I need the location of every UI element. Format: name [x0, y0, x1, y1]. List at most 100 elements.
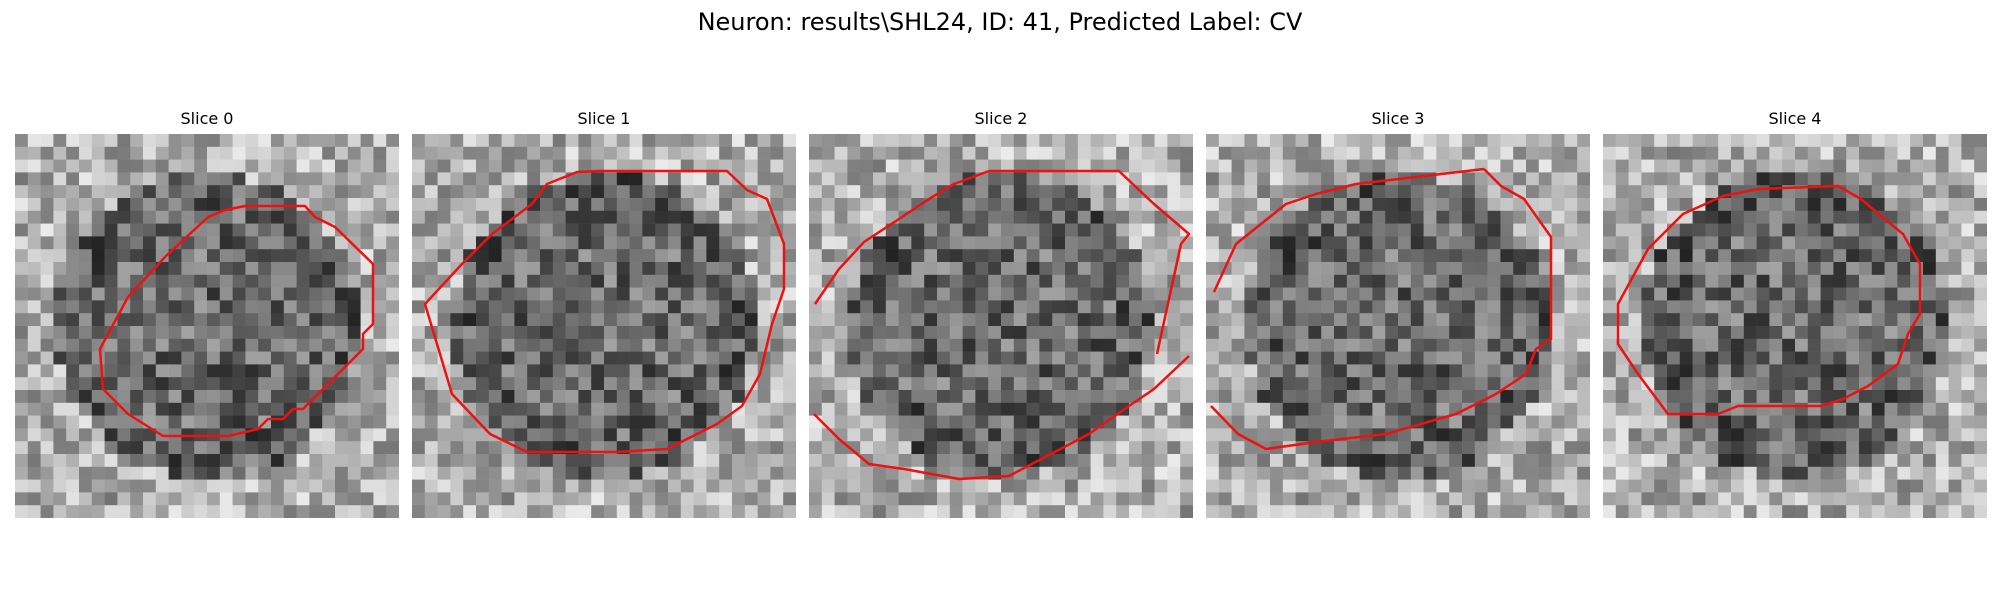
pixel: [1206, 185, 1220, 199]
slice-image-0: [15, 134, 399, 518]
pixel: [642, 492, 656, 506]
pixel: [1206, 159, 1220, 173]
pixel: [988, 274, 1002, 288]
pixel: [1154, 415, 1168, 429]
pixel: [1474, 428, 1488, 442]
pixel: [181, 210, 195, 224]
pixel: [1641, 185, 1655, 199]
pixel: [463, 172, 477, 186]
pixel: [347, 479, 361, 493]
pixel: [1769, 134, 1783, 148]
pixel: [1231, 172, 1245, 186]
pixel: [1423, 159, 1437, 173]
pixel: [1564, 313, 1578, 327]
pixel: [219, 454, 233, 468]
pixel: [232, 377, 246, 391]
pixel: [1769, 274, 1783, 288]
pixel: [873, 428, 887, 442]
pixel: [680, 210, 694, 224]
pixel: [1001, 172, 1015, 186]
pixel: [283, 377, 297, 391]
pixel: [1257, 338, 1271, 352]
pixel: [1346, 274, 1360, 288]
pixel: [207, 172, 221, 186]
pixel: [1141, 185, 1155, 199]
pixel: [1052, 454, 1066, 468]
pixel: [53, 402, 67, 416]
pixel: [1910, 146, 1924, 160]
pixel: [911, 364, 925, 378]
pixel: [898, 351, 912, 365]
pixel: [40, 364, 54, 378]
pixel: [1474, 274, 1488, 288]
pixel: [66, 223, 80, 237]
pixel: [706, 492, 720, 506]
pixel: [1807, 146, 1821, 160]
pixel: [1577, 415, 1590, 429]
pixel: [821, 338, 835, 352]
pixel: [885, 326, 899, 340]
pixel: [1807, 249, 1821, 263]
pixel: [1385, 210, 1399, 224]
pixel: [1449, 172, 1463, 186]
pixel: [309, 351, 323, 365]
pixel: [1257, 287, 1271, 301]
pixel: [1935, 479, 1949, 493]
pixel: [501, 262, 515, 276]
pixel: [719, 249, 733, 263]
pixel: [1423, 338, 1437, 352]
pixel: [501, 159, 515, 173]
pixel: [1398, 300, 1412, 314]
pixel: [347, 198, 361, 212]
pixel: [258, 146, 272, 160]
pixel: [1743, 172, 1757, 186]
pixel: [1449, 210, 1463, 224]
pixel: [1385, 390, 1399, 404]
pixel: [130, 159, 144, 173]
pixel: [1859, 313, 1873, 327]
pixel: [1807, 274, 1821, 288]
pixel: [949, 326, 963, 340]
pixel: [1500, 172, 1514, 186]
pixel: [117, 377, 131, 391]
pixel: [629, 428, 643, 442]
pixel: [296, 338, 310, 352]
pixel: [1526, 415, 1540, 429]
pixel: [1129, 338, 1143, 352]
pixel: [53, 505, 67, 518]
pixel: [296, 287, 310, 301]
pixel: [565, 479, 579, 493]
pixel: [412, 441, 426, 455]
pixel: [1910, 274, 1924, 288]
pixel: [309, 300, 323, 314]
pixel: [66, 236, 80, 250]
pixel: [117, 210, 131, 224]
pixel: [783, 402, 796, 416]
pixel: [1974, 236, 1987, 250]
pixel: [540, 390, 554, 404]
pixel: [1628, 338, 1642, 352]
pixel: [1526, 441, 1540, 455]
pixel: [847, 300, 861, 314]
pixel: [1782, 223, 1796, 237]
pixel: [360, 441, 374, 455]
pixel: [1551, 364, 1565, 378]
pixel: [1756, 415, 1770, 429]
pixel: [207, 505, 221, 518]
pixel: [1001, 223, 1015, 237]
pixel: [1807, 210, 1821, 224]
pixel: [476, 172, 490, 186]
pixel: [975, 415, 989, 429]
pixel: [1974, 262, 1987, 276]
pixel: [1026, 428, 1040, 442]
pixel: [1218, 236, 1232, 250]
pixel: [1462, 466, 1476, 480]
pixel: [463, 364, 477, 378]
pixel: [1436, 364, 1450, 378]
pixel: [1321, 249, 1335, 263]
pixel: [360, 300, 374, 314]
pixel: [1244, 492, 1258, 506]
pixel: [1218, 466, 1232, 480]
pixel: [322, 210, 336, 224]
pixel: [296, 377, 310, 391]
